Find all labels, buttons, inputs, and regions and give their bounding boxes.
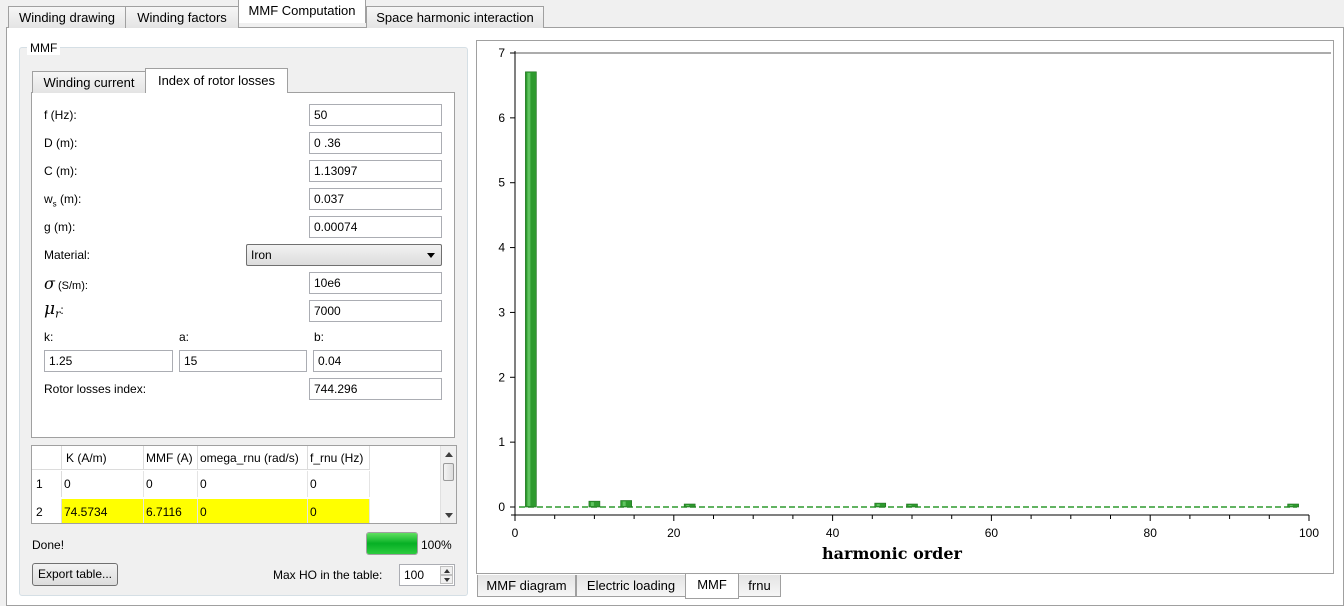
table-cell[interactable]: 6.7116 (144, 499, 198, 523)
d-label: D (m): (44, 136, 78, 150)
progress-label: 100% (421, 538, 452, 552)
table-header[interactable]: f_rnu (Hz) (308, 446, 370, 470)
row-header[interactable]: 2 (32, 499, 62, 523)
mu-label: μr: (44, 299, 64, 321)
chart-bar (874, 502, 887, 508)
chart-bar-highlight (527, 72, 531, 507)
table-header[interactable]: K (A/m) (62, 446, 144, 470)
chart-bar (906, 503, 918, 508)
x-axis-label: harmonic order (822, 544, 963, 563)
table-cell[interactable]: 0 (308, 471, 370, 497)
k-input[interactable]: 1.25 (44, 350, 173, 372)
k-label: k: (44, 330, 54, 344)
f-label: f (Hz): (44, 108, 77, 122)
tab-mmf-diagram[interactable]: MMF diagram (477, 575, 576, 597)
status-text: Done! (32, 538, 65, 552)
d-input[interactable]: 0 .36 (309, 132, 442, 154)
chart-bar-highlight (622, 501, 626, 506)
table-cell[interactable]: 74.5734 (62, 499, 144, 523)
tab-winding-factors[interactable]: Winding factors (125, 6, 239, 28)
material-value: Iron (251, 248, 272, 262)
rotor-losses-label: Rotor losses index: (44, 382, 147, 396)
material-select[interactable]: Iron (246, 244, 442, 266)
table-corner (32, 446, 62, 470)
chart-bar-highlight (686, 505, 690, 506)
g-input[interactable]: 0.00074 (309, 216, 442, 238)
tab-space-harmonic-interaction[interactable]: Space harmonic interaction (366, 6, 544, 28)
progress-fill (367, 533, 417, 554)
chart-bar-highlight (908, 505, 912, 506)
c-label: C (m): (44, 164, 78, 178)
progress-bar (366, 532, 418, 555)
ws-input[interactable]: 0.037 (309, 188, 442, 210)
table-cell[interactable]: 0 (308, 499, 370, 523)
table-header[interactable]: MMF (A) (144, 446, 198, 470)
scroll-thumb[interactable] (443, 463, 454, 481)
sigma-label: σ (S/m): (44, 274, 88, 293)
rotor-losses-output: 744.296 (309, 378, 442, 400)
max-ho-spinbox[interactable]: 100 (399, 564, 455, 586)
chart-pane: 0 1 2 3 4 5 6 7 0 20 40 60 80 100 harmonic order (476, 40, 1334, 574)
x-tick-label: 20 (667, 526, 681, 540)
tab-electric-loading[interactable]: Electric loading (576, 575, 686, 597)
b-input[interactable]: 0.04 (313, 350, 442, 372)
chart-bar (588, 500, 601, 508)
mmf-group-title: MMF (27, 41, 61, 55)
x-tick-label: 100 (1299, 526, 1319, 540)
y-tick-label: 4 (498, 241, 505, 255)
spin-down-icon[interactable] (440, 575, 453, 584)
ws-label: ws (m): (44, 192, 82, 209)
scroll-up-icon[interactable] (445, 452, 453, 457)
sigma-input[interactable]: 10e6 (309, 272, 442, 294)
y-tick-label: 7 (498, 46, 505, 60)
table-cell[interactable]: 0 (144, 471, 198, 497)
c-input[interactable]: 1.13097 (309, 160, 442, 182)
b-label: b: (314, 330, 325, 344)
chart-bar (620, 500, 632, 508)
export-table-button[interactable]: Export table... (32, 563, 118, 586)
chart-bar-highlight (876, 504, 880, 506)
chart-bar (1287, 503, 1299, 508)
tab-mmf[interactable]: MMF (685, 574, 739, 599)
x-tick-label: 0 (512, 526, 519, 540)
table-cell[interactable]: 0 (62, 471, 144, 497)
material-label: Material: (44, 248, 91, 262)
table-cell[interactable]: 0 (198, 499, 308, 523)
max-ho-label: Max HO in the table: (273, 568, 383, 582)
mmf-chart: 0 1 2 3 4 5 6 7 0 20 40 60 80 100 harmonic order (498, 46, 1331, 563)
a-input[interactable]: 15 (179, 350, 307, 372)
dropdown-arrow-icon (427, 253, 435, 258)
y-tick-label: 6 (498, 111, 505, 125)
max-ho-value: 100 (404, 568, 425, 582)
table-cell[interactable]: 0 (198, 471, 308, 497)
mu-input[interactable]: 7000 (309, 300, 442, 322)
f-input[interactable]: 50 (309, 104, 442, 126)
x-tick-label: 40 (826, 526, 840, 540)
tab-mmf-computation[interactable]: MMF Computation (238, 0, 366, 23)
spin-up-icon[interactable] (440, 566, 453, 575)
y-tick-label: 5 (498, 176, 505, 190)
table-scrollbar[interactable] (440, 446, 456, 523)
y-tick-label: 1 (498, 435, 505, 449)
tab-winding-current[interactable]: Winding current (32, 71, 146, 93)
y-tick-label: 0 (498, 500, 505, 514)
chart-bar (525, 71, 537, 508)
table-header[interactable]: omega_rnu (rad/s) (198, 446, 308, 470)
chart-bar-highlight (590, 502, 594, 506)
x-tick-label: 80 (1144, 526, 1158, 540)
y-tick-label: 2 (498, 370, 505, 384)
chart-bar-highlight (1289, 505, 1293, 506)
g-label: g (m): (44, 220, 76, 234)
a-label: a: (179, 330, 190, 344)
y-tick-label: 3 (498, 305, 505, 319)
tab-index-of-rotor-losses[interactable]: Index of rotor losses (145, 68, 288, 93)
scroll-down-icon[interactable] (445, 513, 453, 518)
row-header[interactable]: 1 (32, 471, 62, 497)
x-tick-label: 60 (985, 526, 999, 540)
tab-winding-drawing[interactable]: Winding drawing (8, 6, 126, 28)
chart-bar (683, 503, 696, 508)
tab-frnu[interactable]: frnu (738, 575, 781, 597)
results-table: K (A/m) MMF (A) omega_rnu (rad/s) f_rnu … (31, 445, 457, 524)
